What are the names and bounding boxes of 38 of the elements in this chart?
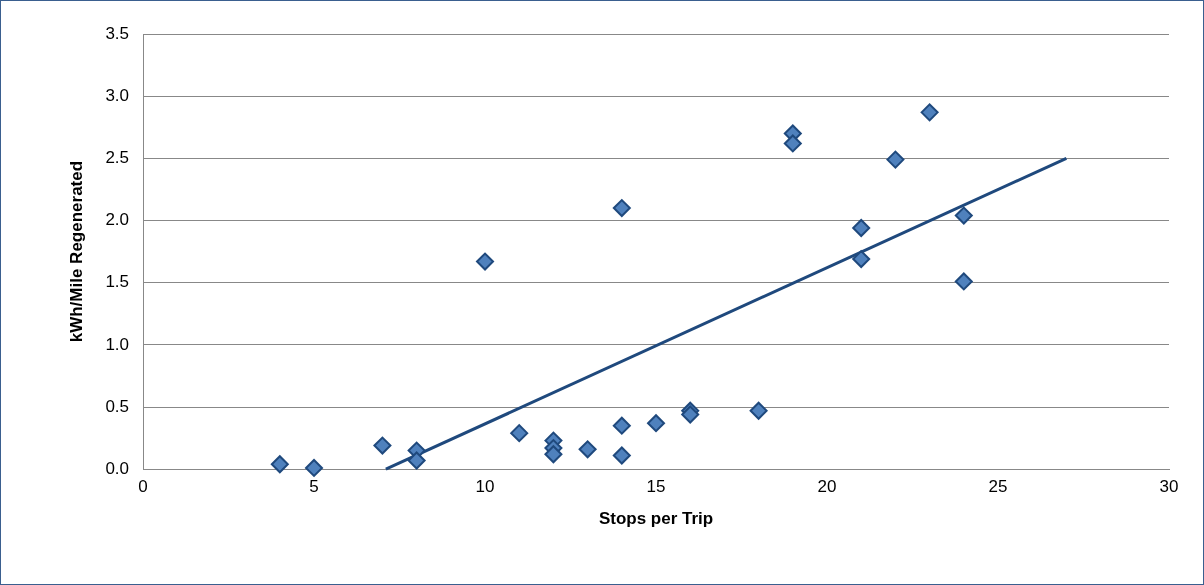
- point: [305, 458, 324, 477]
- y-tick-label: 1.5: [105, 272, 130, 292]
- x-tick-label: 25: [988, 477, 1008, 497]
- point: [954, 272, 973, 291]
- x-tick-label: 30: [1159, 477, 1179, 497]
- point: [476, 252, 495, 271]
- point: [510, 424, 529, 443]
- point: [647, 414, 666, 433]
- point: [852, 218, 871, 237]
- point: [612, 446, 631, 465]
- x-tick-label: 15: [646, 477, 666, 497]
- point: [783, 134, 802, 153]
- y-tick-label: 2.0: [105, 210, 130, 230]
- point: [270, 455, 289, 474]
- point: [544, 445, 563, 464]
- x-tick-label: 0: [138, 477, 148, 497]
- point: [578, 440, 597, 459]
- point: [407, 451, 426, 470]
- point: [852, 250, 871, 269]
- y-axis-title: kWh/Mile Regenerated: [66, 160, 86, 343]
- x-tick-label: 5: [309, 477, 319, 497]
- x-tick-label: 20: [817, 477, 837, 497]
- y-tick-label: 3.5: [105, 23, 130, 43]
- point: [681, 405, 700, 424]
- point: [920, 103, 939, 122]
- point: [612, 416, 631, 435]
- point: [612, 199, 631, 218]
- y-tick-label: 0.0: [105, 458, 130, 478]
- point: [373, 436, 392, 455]
- point: [886, 150, 905, 169]
- y-tick-label: 3.0: [105, 85, 130, 105]
- y-tick-label: 2.5: [105, 148, 130, 168]
- point: [954, 206, 973, 225]
- y-tick-label: 0.5: [105, 396, 130, 416]
- y-tick-label: 1.0: [105, 334, 130, 354]
- x-axis-title: Stops per Trip: [598, 509, 714, 529]
- x-tick-label: 10: [475, 477, 495, 497]
- point: [749, 401, 768, 420]
